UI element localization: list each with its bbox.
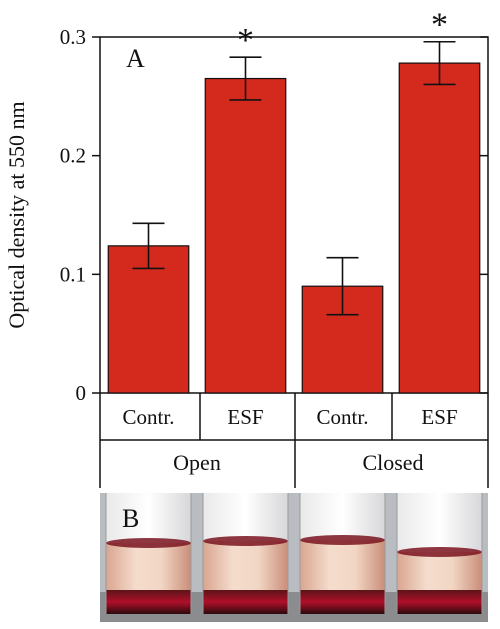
tube-sediment [203, 590, 288, 614]
significance-marks: * * [237, 7, 448, 59]
category-label: Contr. [317, 405, 369, 429]
tube-photo: B [100, 493, 488, 622]
tube [299, 493, 386, 614]
tube-sediment [106, 590, 191, 614]
category-label: ESF [421, 405, 457, 429]
tube-liquid [203, 541, 288, 590]
significance-mark: * [431, 7, 448, 44]
tube [396, 493, 483, 614]
bars [107, 62, 481, 394]
panel-label-a: A [126, 44, 145, 73]
tube-liquid [397, 552, 482, 590]
group-label-open: Open [173, 450, 221, 475]
tube-sediment [300, 590, 385, 614]
tubes [105, 493, 483, 614]
tube-sediment [397, 590, 482, 614]
tube-meniscus [300, 535, 385, 545]
y-tick-label: 0.2 [60, 144, 86, 168]
tube-meniscus [106, 538, 191, 548]
category-label: Contr. [123, 405, 175, 429]
tube-meniscus [397, 547, 482, 557]
tube-meniscus [203, 536, 288, 546]
category-labels: Contr. ESF Contr. ESF [123, 405, 458, 429]
bar [398, 62, 481, 394]
y-tick-label: 0 [76, 381, 87, 405]
tube [202, 493, 289, 614]
tube [105, 493, 192, 614]
bar [107, 245, 190, 394]
bar [204, 77, 287, 394]
category-label: ESF [227, 405, 263, 429]
panel-label-b: B [122, 504, 139, 533]
y-axis-label: Optical density at 550 nm [4, 101, 29, 328]
plot-frame [99, 36, 489, 394]
bar-chart: 00.10.20.3 * * A Optical density at 550 n… [4, 7, 489, 488]
group-label-closed: Closed [362, 450, 423, 475]
x-axis-categories: Contr. ESF Contr. ESF Open Closed [99, 393, 489, 488]
y-tick-label: 0.1 [60, 262, 86, 286]
y-tick-label: 0.3 [60, 25, 86, 49]
error-bars [132, 40, 456, 316]
significance-mark: * [237, 22, 254, 59]
tube-liquid [106, 543, 191, 590]
y-axis-ticks: 0 0.1 0.2 0.3 [60, 25, 488, 405]
tube-liquid [300, 540, 385, 590]
